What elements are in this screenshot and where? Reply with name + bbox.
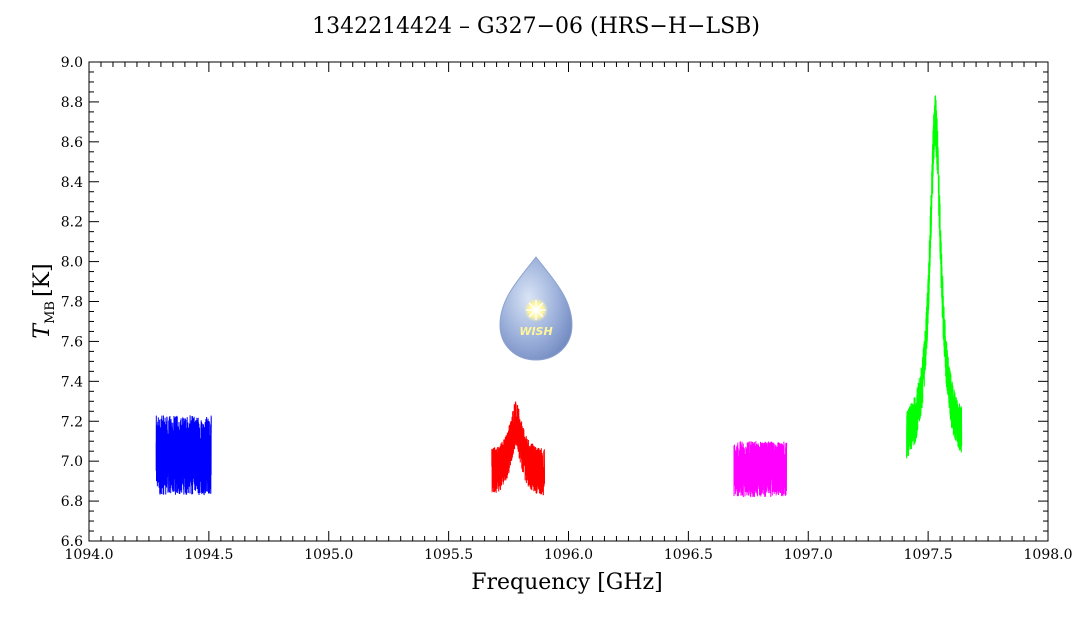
y-tick-label: 7.4	[61, 374, 83, 390]
y-tick-label: 8.0	[61, 255, 83, 271]
spectrum-series-2	[491, 401, 546, 496]
x-tick-label: 1097.0	[784, 547, 833, 563]
tick-labels-layer: 1094.0 1094.5 1095.0 1095.5 1096.0 1096.5 1097…	[61, 55, 1072, 563]
x-tick-label: 1098.0	[1024, 547, 1072, 563]
y-tick-label: 8.6	[61, 135, 83, 151]
y-axis-label-subscript: MB	[43, 301, 58, 324]
y-axis-label-unit: [K]	[30, 263, 55, 297]
y-tick-label: 7.2	[61, 414, 83, 430]
spectrum-series-4	[906, 95, 963, 459]
x-tick-label: 1096.0	[544, 547, 593, 563]
y-tick-label: 6.8	[61, 494, 83, 510]
series-layer	[155, 95, 963, 498]
x-tick-label: 1094.0	[65, 547, 114, 563]
spectrum-series-3	[733, 441, 788, 498]
wish-logo-text: WISH	[519, 325, 552, 338]
wish-logo: WISH	[499, 256, 573, 361]
x-tick-label: 1095.0	[304, 547, 353, 563]
x-tick-label: 1097.5	[904, 547, 953, 563]
y-tick-label: 7.6	[61, 334, 83, 350]
x-tick-label: 1095.5	[424, 547, 473, 563]
chart-title: 1342214424 – G327−06 (HRS−H−LSB)	[312, 14, 760, 39]
y-axis-label: TMB [K]	[30, 263, 58, 338]
svg-text:TMB[K]: TMB [K]	[30, 263, 58, 338]
y-tick-label: 6.6	[61, 534, 83, 550]
y-axis-label-symbol: T	[30, 322, 55, 339]
ticks-layer	[88, 61, 1049, 542]
y-tick-label: 9.0	[61, 55, 83, 71]
y-tick-label: 8.8	[61, 95, 83, 111]
spectrum-series-1	[155, 415, 212, 496]
x-axis-label: Frequency [GHz]	[471, 570, 663, 595]
plot-frame	[88, 61, 1049, 542]
y-tick-label: 8.2	[61, 215, 83, 231]
x-tick-label: 1096.5	[664, 547, 713, 563]
y-tick-label: 8.4	[61, 175, 83, 191]
y-tick-label: 7.0	[61, 454, 83, 470]
y-tick-label: 7.8	[61, 295, 83, 311]
x-tick-label: 1094.5	[184, 547, 233, 563]
